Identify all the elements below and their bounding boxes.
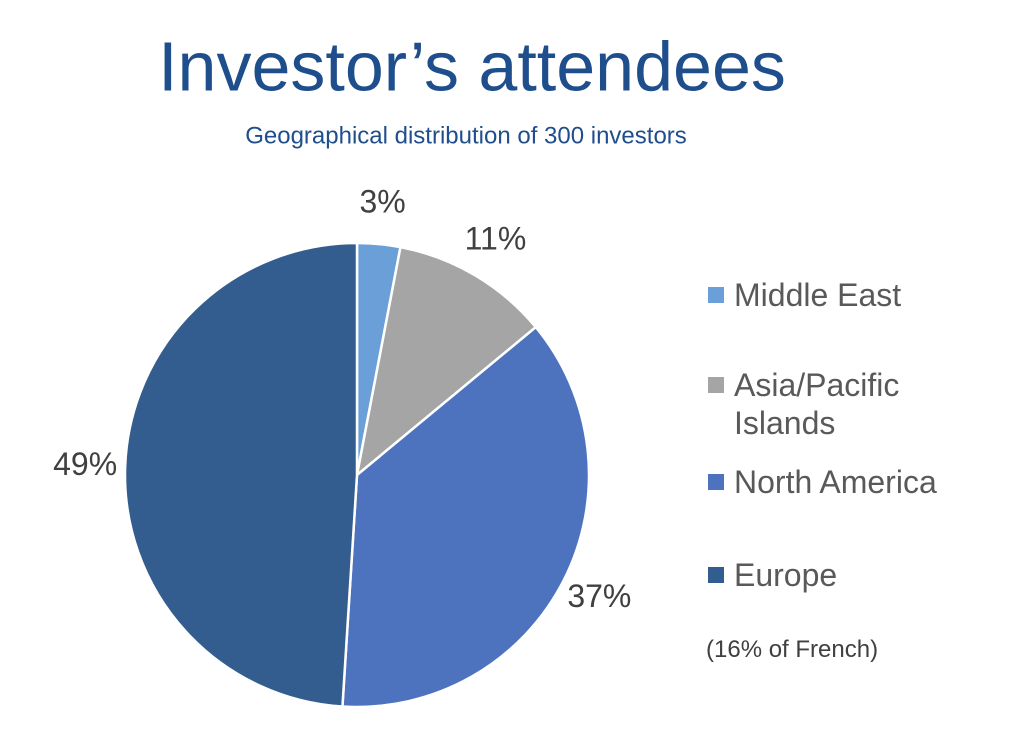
chart-subtitle: Geographical distribution of 300 investo… xyxy=(245,122,687,149)
legend-item: Asia/Pacific Islands xyxy=(708,366,1008,442)
legend-swatch xyxy=(708,474,724,490)
legend-item: Middle East xyxy=(708,276,1008,314)
legend-label: Europe xyxy=(734,557,838,593)
annotation: (16% of French) xyxy=(706,636,879,663)
pie-slice xyxy=(123,241,359,708)
legend-swatch xyxy=(708,377,724,393)
chart-title: Investor’s attendees xyxy=(158,27,786,105)
legend-swatch xyxy=(708,287,724,303)
legend-item: Europe xyxy=(708,556,1008,594)
pie-slice xyxy=(355,245,538,479)
data-label: 49% xyxy=(53,446,117,482)
legend-swatch xyxy=(708,567,724,583)
data-label: 37% xyxy=(567,578,631,614)
legend-label: Middle East xyxy=(734,277,902,313)
legend-label: Asia/Pacific Islands xyxy=(734,367,900,441)
data-label: 3% xyxy=(359,184,405,220)
pie-slice xyxy=(341,325,591,709)
legend-item: North America xyxy=(708,463,1008,501)
legend-label: North America xyxy=(734,464,937,500)
data-label: 11% xyxy=(465,220,527,256)
